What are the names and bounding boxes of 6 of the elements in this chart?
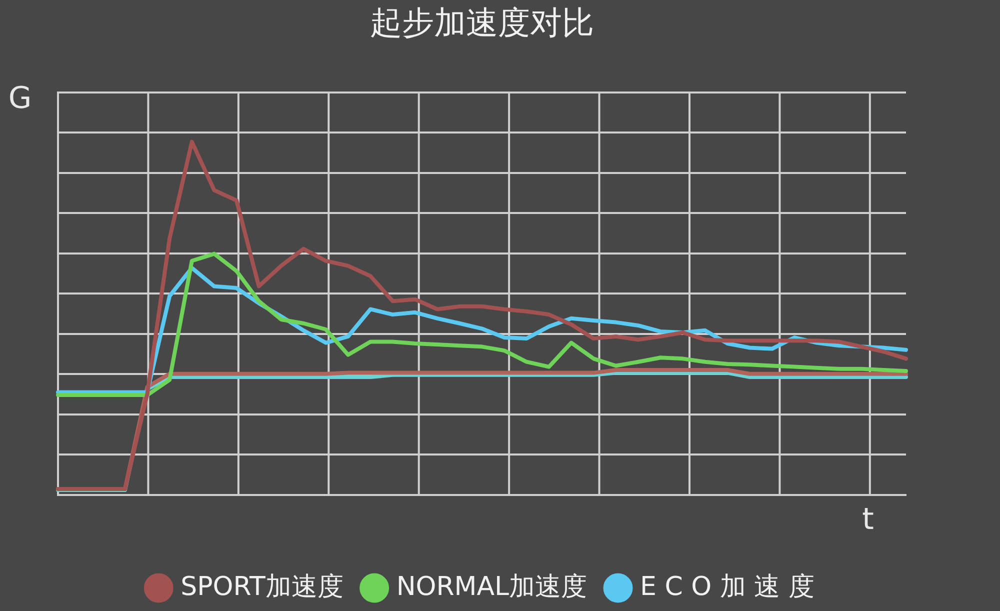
legend-label: NORMAL加速度 xyxy=(396,572,588,602)
y-axis-title: G xyxy=(8,80,32,116)
chart-title: 起步加速度对比 xyxy=(370,4,594,42)
legend-label: E C O 加 速 度 xyxy=(640,572,814,602)
legend-label: SPORT加速度 xyxy=(180,572,344,602)
x-axis-title: t xyxy=(862,502,874,537)
